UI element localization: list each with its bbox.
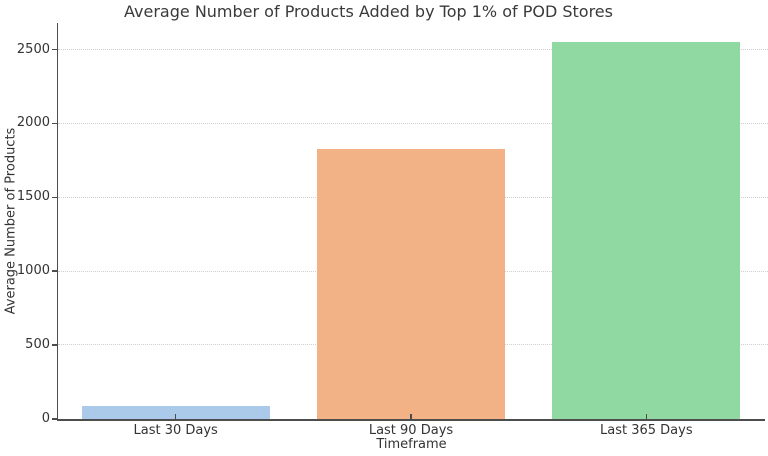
chart-title: Average Number of Products Added by Top … [124, 2, 613, 21]
bar-last-365-days [552, 42, 741, 419]
y-tick-label-1500: 1500 [16, 189, 50, 205]
y-tick-label-500: 500 [25, 337, 50, 353]
x-tick-label-last-365-days: Last 365 Days [600, 423, 693, 438]
x-tick-label-last-30-days: Last 30 Days [133, 423, 218, 438]
x-tick-mark-last-365-days [645, 414, 648, 419]
x-axis-label: Timeframe [376, 437, 447, 452]
bar-last-90-days [317, 149, 505, 419]
x-tick-mark-last-30-days [174, 414, 177, 419]
y-tick-mark-1500 [52, 196, 58, 199]
plot-area: 0 500 1000 1500 2000 2500 Last 30 Days Last 90 … [17, 23, 768, 438]
y-tick-mark-2000 [52, 122, 58, 125]
y-tick-label-2000: 2000 [16, 115, 50, 131]
y-tick-mark-0 [52, 418, 58, 420]
y-tick-label-0: 0 [41, 411, 50, 426]
y-tick-mark-2500 [52, 48, 58, 51]
y-axis-label: Average Number of Products [3, 127, 19, 315]
x-tick-mark-last-90-days [410, 414, 412, 419]
y-tick-mark-500 [52, 344, 58, 346]
y-tick-label-2500: 2500 [16, 41, 50, 57]
y-axis-spine [56, 23, 58, 419]
y-tick-mark-1000 [52, 270, 58, 272]
y-tick-label-1000: 1000 [16, 263, 50, 279]
x-tick-label-last-90-days: Last 90 Days [368, 423, 454, 438]
gridline-2500 [58, 48, 768, 50]
x-axis-line [56, 418, 765, 421]
gridline-2000 [58, 122, 768, 124]
bar-last-30-days [81, 406, 270, 419]
